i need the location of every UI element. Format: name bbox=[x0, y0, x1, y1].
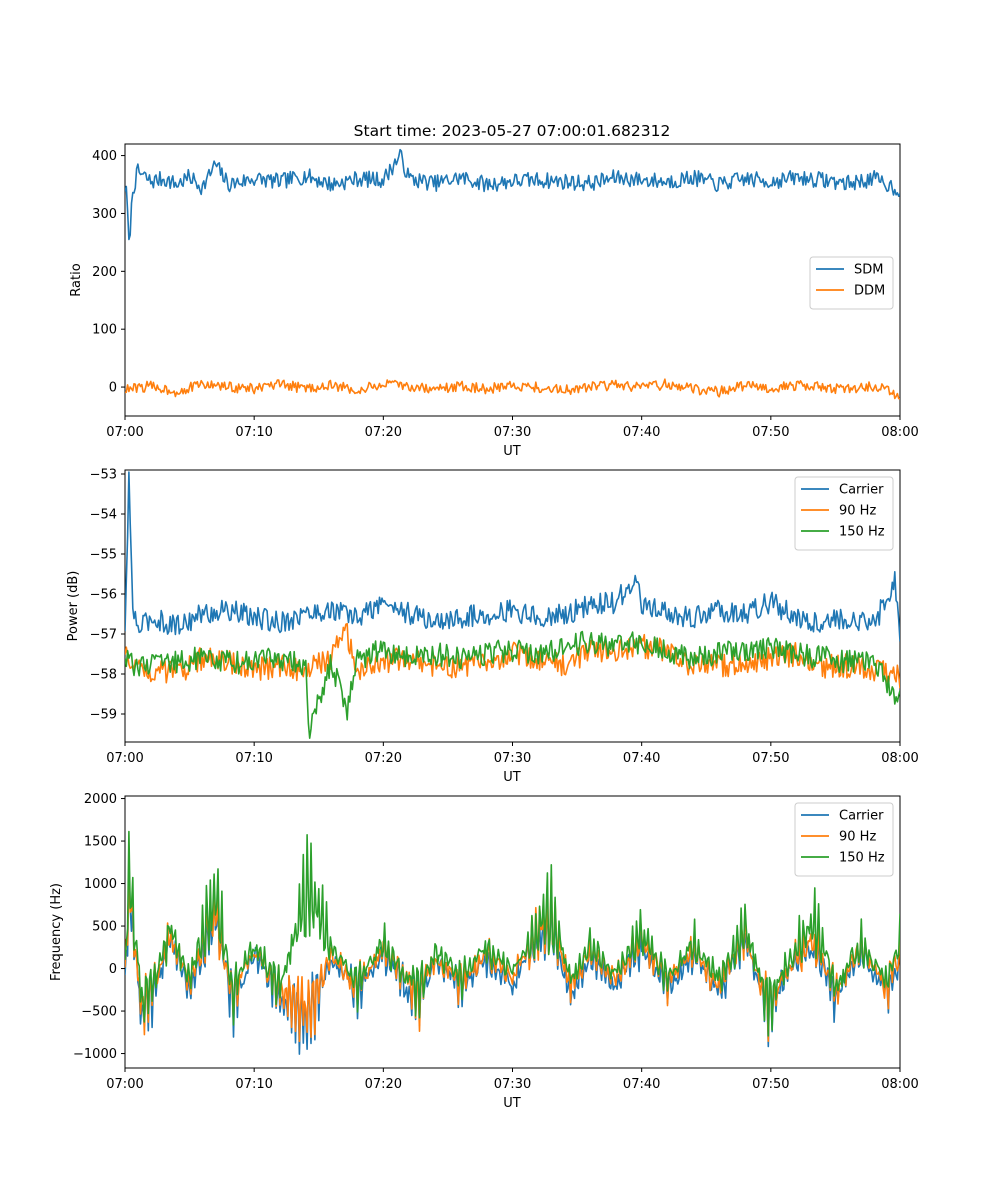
legend: SDM DDM bbox=[809, 256, 894, 310]
y-tick-label: 0 bbox=[109, 381, 117, 396]
legend-label: 150 Hz bbox=[839, 525, 885, 540]
y-tick-label: −56 bbox=[90, 588, 117, 603]
x-tick-label: 07:00 bbox=[106, 751, 143, 766]
legend: Carrier 90 Hz 150 Hz bbox=[794, 802, 894, 877]
x-tick-label: 07:40 bbox=[623, 1077, 660, 1092]
panels: 07:00 07:10 07:20 07:30 07:40 07:50 08:00 UT 0 10… bbox=[49, 143, 919, 1111]
x-tick-label: 08:00 bbox=[881, 751, 918, 766]
series-line-sdm bbox=[125, 148, 900, 241]
x-tick-label: 07:30 bbox=[494, 425, 531, 440]
legend: Carrier 90 Hz 150 Hz bbox=[794, 476, 894, 551]
y-axis-label: Frequency (Hz) bbox=[49, 883, 64, 981]
x-tick-label: 07:00 bbox=[106, 1077, 143, 1092]
y-tick-label: 200 bbox=[92, 265, 117, 280]
figure-title: Start time: 2023-05-27 07:00:01.682312 bbox=[354, 122, 671, 140]
x-tick-label: 07:20 bbox=[365, 1077, 402, 1092]
y-tick-label: 100 bbox=[92, 323, 117, 338]
y-tick-label: −500 bbox=[81, 1005, 117, 1020]
x-axis-label: UT bbox=[503, 444, 521, 459]
y-axis-label: Power (dB) bbox=[66, 571, 81, 642]
y-tick-label: −54 bbox=[90, 508, 117, 523]
y-tick-label: −1000 bbox=[73, 1047, 117, 1062]
x-tick-label: 07:30 bbox=[494, 751, 531, 766]
x-tick-label: 07:40 bbox=[623, 425, 660, 440]
legend-label: SDM bbox=[854, 263, 883, 278]
series-line-carrier bbox=[125, 471, 900, 642]
x-tick-label: 07:40 bbox=[623, 751, 660, 766]
y-tick-label: −58 bbox=[90, 668, 117, 683]
y-axis-label: Ratio bbox=[69, 263, 84, 296]
x-tick-label: 07:00 bbox=[106, 425, 143, 440]
x-tick-label: 07:10 bbox=[235, 425, 272, 440]
x-tick-label: 08:00 bbox=[881, 1077, 918, 1092]
x-axis-label: UT bbox=[503, 1096, 521, 1111]
x-tick-label: 07:10 bbox=[235, 751, 272, 766]
x-tick-label: 07:20 bbox=[365, 425, 402, 440]
series-line-ddm bbox=[125, 378, 900, 400]
x-tick-label: 07:30 bbox=[494, 1077, 531, 1092]
x-axis-label: UT bbox=[503, 770, 521, 785]
x-tick-label: 08:00 bbox=[881, 425, 918, 440]
y-tick-label: 1500 bbox=[84, 835, 117, 850]
series-line-150-hz bbox=[125, 830, 900, 1037]
y-tick-label: −53 bbox=[90, 468, 117, 483]
x-tick-label: 07:50 bbox=[752, 1077, 789, 1092]
panel-3: 07:00 07:10 07:20 07:30 07:40 07:50 08:00 UT −10… bbox=[49, 792, 919, 1111]
y-tick-label: −59 bbox=[90, 708, 117, 723]
series-line-150-hz bbox=[125, 630, 900, 740]
legend-label: 90 Hz bbox=[839, 504, 876, 519]
x-tick-label: 07:20 bbox=[365, 751, 402, 766]
legend-label: Carrier bbox=[839, 809, 884, 824]
y-tick-label: −55 bbox=[90, 548, 117, 563]
y-tick-label: 300 bbox=[92, 207, 117, 222]
legend-box bbox=[809, 256, 894, 310]
legend-label: DDM bbox=[854, 284, 885, 299]
legend-label: Carrier bbox=[839, 483, 884, 498]
y-tick-label: 500 bbox=[92, 920, 117, 935]
legend-label: 90 Hz bbox=[839, 830, 876, 845]
panel-2: 07:00 07:10 07:20 07:30 07:40 07:50 08:00 UT −59… bbox=[66, 468, 919, 786]
y-tick-label: 1000 bbox=[84, 877, 117, 892]
x-tick-label: 07:50 bbox=[752, 425, 789, 440]
x-tick-label: 07:50 bbox=[752, 751, 789, 766]
x-tick-label: 07:10 bbox=[235, 1077, 272, 1092]
y-tick-label: −57 bbox=[90, 628, 117, 643]
panel-1: 07:00 07:10 07:20 07:30 07:40 07:50 08:00 UT 0 10… bbox=[69, 143, 919, 459]
legend-label: 150 Hz bbox=[839, 851, 885, 866]
y-tick-label: 2000 bbox=[84, 792, 117, 807]
y-tick-label: 0 bbox=[109, 962, 117, 977]
y-tick-label: 400 bbox=[92, 149, 117, 164]
